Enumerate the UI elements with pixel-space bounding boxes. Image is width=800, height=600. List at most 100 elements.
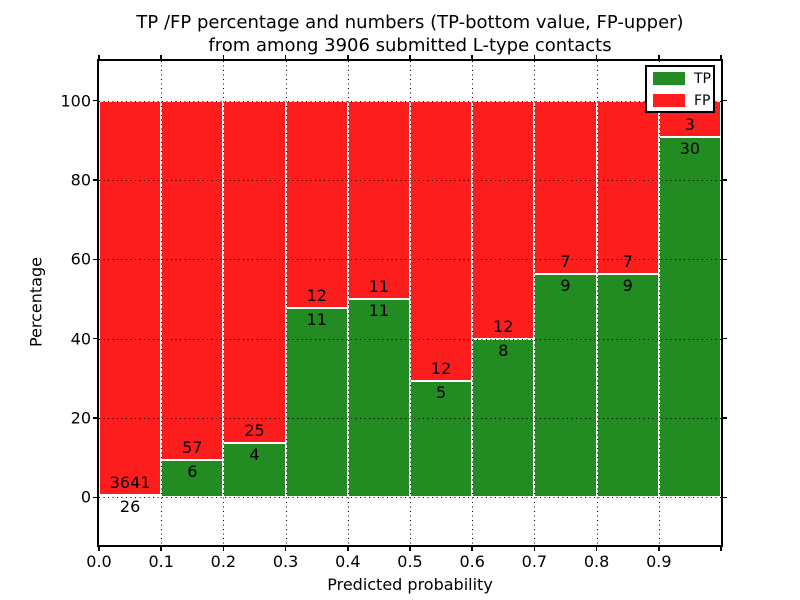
x-tick-label: 0.6	[459, 552, 485, 571]
x-tick-label: 0.3	[272, 552, 299, 571]
legend-entry: FP	[647, 90, 713, 111]
y-tick-mark	[93, 258, 97, 261]
gridline-vertical	[596, 61, 598, 545]
chart-title-line2: from among 3906 submitted L-type contact…	[208, 35, 612, 56]
y-tick-mark-right	[723, 99, 727, 102]
gridline-vertical	[285, 61, 287, 545]
x-tick-label: 0.7	[521, 552, 548, 571]
chart-title-line1: TP /FP percentage and numbers (TP-bottom…	[136, 12, 684, 33]
x-tick-mark-top	[720, 55, 722, 59]
y-tick-mark	[93, 337, 97, 340]
y-tick-label: 20	[70, 408, 91, 428]
tp-count-label: 5	[436, 382, 447, 402]
x-tick-mark-top	[284, 55, 287, 59]
gridline-vertical	[658, 61, 660, 545]
x-tick-mark	[409, 547, 411, 551]
x-tick-label: 0.9	[646, 552, 672, 571]
tp-count-label: 9	[560, 276, 571, 296]
bar-segment-fp	[472, 100, 535, 339]
tp-count-label: 11	[306, 309, 327, 329]
bar-segment-fp	[347, 100, 410, 300]
y-tick-label: 60	[70, 249, 91, 269]
bar-segment-tp	[534, 274, 597, 498]
x-tick-mark	[160, 547, 162, 551]
fp-count-label: 7	[560, 252, 571, 272]
y-axis-label: Percentage	[26, 256, 46, 348]
legend-entry: TP	[647, 68, 713, 89]
bar-segment-tp	[99, 494, 162, 498]
x-axis-label: Predicted probability	[327, 575, 493, 594]
x-tick-mark	[720, 547, 722, 551]
bar-segment-fp	[99, 100, 162, 495]
bar-segment-fp	[161, 100, 224, 460]
bar-segment-tp	[658, 136, 721, 498]
x-tick-mark-top	[658, 55, 660, 59]
gridline-vertical	[410, 61, 411, 545]
bar-segment-fp	[410, 100, 473, 381]
fp-count-label: 12	[493, 316, 514, 336]
chart-title: TP /FP percentage and numbers (TP-bottom…	[10, 11, 800, 57]
y-tick-label: 0	[80, 487, 91, 507]
tp-count-label: 11	[368, 301, 390, 321]
legend-label-tp: TP	[694, 70, 711, 87]
x-tick-mark	[222, 547, 225, 551]
gridline-vertical	[161, 61, 163, 545]
tp-count-label: 8	[498, 340, 509, 360]
x-tick-label: 0.2	[210, 552, 237, 571]
x-tick-label: 0.5	[397, 552, 423, 571]
x-tick-mark-top	[533, 55, 536, 59]
tp-count-label: 9	[622, 276, 633, 296]
y-tick-mark	[93, 99, 97, 102]
fp-count-label: 11	[368, 277, 390, 297]
x-tick-label: 0.4	[335, 552, 361, 571]
y-tick-mark	[93, 496, 97, 499]
x-tick-mark	[98, 547, 100, 551]
x-tick-mark	[658, 547, 660, 551]
x-tick-mark	[284, 547, 287, 551]
legend: TP FP	[645, 65, 715, 113]
bar-segment-fp	[285, 100, 348, 308]
y-tick-label: 100	[60, 91, 91, 111]
bar-segment-tp	[596, 274, 659, 498]
x-tick-mark-top	[347, 55, 349, 59]
tp-count-label: 30	[679, 138, 701, 158]
bar-segment-fp	[223, 100, 286, 443]
tp-count-label: 26	[119, 496, 141, 516]
x-tick-mark-top	[471, 55, 473, 59]
x-tick-mark	[347, 547, 349, 551]
y-tick-mark-right	[723, 179, 727, 181]
fp-count-label: 12	[430, 358, 452, 378]
x-tick-label: 0.8	[583, 552, 610, 571]
x-tick-mark	[471, 547, 473, 551]
fp-count-label: 3	[684, 114, 695, 134]
x-tick-mark-top	[222, 55, 225, 59]
legend-swatch-tp	[653, 72, 685, 85]
bar-segment-tp	[347, 299, 410, 498]
bar-segment-tp	[410, 380, 473, 498]
y-tick-mark-right	[723, 337, 727, 340]
fp-count-label: 25	[244, 420, 265, 440]
bar-segment-tp	[285, 307, 348, 498]
y-tick-mark-right	[723, 496, 727, 499]
fp-count-label: 57	[182, 437, 203, 457]
bar-segment-fp	[596, 100, 659, 275]
bar-segment-fp	[534, 100, 597, 275]
tp-count-label: 4	[249, 444, 260, 464]
gridline-vertical	[472, 61, 474, 545]
bar-segment-tp	[161, 459, 224, 498]
fp-count-label: 12	[306, 285, 327, 305]
y-tick-mark	[93, 179, 97, 181]
gridline-vertical	[223, 61, 225, 545]
x-tick-label: 0.1	[148, 552, 174, 571]
y-tick-label: 40	[70, 329, 91, 349]
x-tick-mark	[595, 547, 598, 551]
x-tick-mark-top	[98, 55, 100, 59]
x-tick-mark-top	[595, 55, 598, 59]
fp-count-label: 3641	[109, 472, 151, 492]
y-tick-mark-right	[723, 258, 727, 261]
y-tick-mark	[93, 417, 97, 419]
x-tick-label: 0.0	[86, 552, 112, 571]
x-tick-mark	[533, 547, 536, 551]
y-tick-label: 80	[70, 170, 91, 190]
